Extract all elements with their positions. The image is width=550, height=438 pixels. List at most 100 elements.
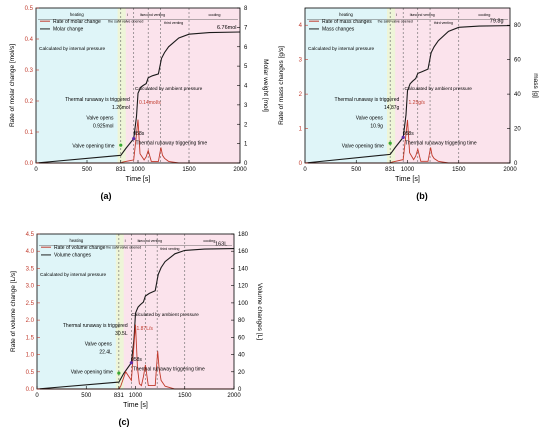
runaway-marker — [129, 361, 133, 365]
y-right-tick-label: 160 — [238, 249, 249, 255]
annotation-peak-rate: 0.14mol/s — [139, 100, 161, 106]
phase-label: heating — [70, 238, 84, 243]
y-right-tick-label: 40 — [514, 92, 521, 98]
annotation-final-value: 79.8g — [490, 19, 504, 25]
x-tick-label: 1500 — [452, 167, 466, 173]
x-axis-label: Time [s] — [395, 176, 420, 183]
phase-label: third venting — [434, 21, 453, 25]
x-tick-label: 1000 — [131, 167, 145, 173]
y-left-axis-label: Rate of molar change [mol/s] — [9, 44, 16, 127]
region-label-ambient: Calculated by ambient pressure — [135, 86, 203, 92]
runaway-marker — [132, 136, 136, 141]
x-axis-label: Time [s] — [126, 176, 151, 183]
x-tick-label: 1500 — [182, 167, 196, 173]
phase-label: II — [137, 239, 139, 243]
phase-label: cooling — [478, 13, 490, 17]
region-label-internal: Calculated by internal pressure — [40, 272, 106, 278]
annotation-runaway-value: 14.87g — [384, 105, 400, 111]
phase-label: second venting — [411, 13, 435, 17]
y-right-tick-label: 180 — [238, 232, 249, 238]
valve-open-marker — [119, 143, 123, 147]
y-left-tick-label: 2.5 — [26, 301, 35, 307]
y-right-tick-label: 2 — [244, 122, 248, 128]
annotations: 79.8g Thermal runaway is triggered 14.87g 1… — [335, 19, 504, 150]
annotation-runaway-time: 958s — [133, 131, 144, 137]
phase-label: heating — [70, 12, 84, 17]
region-valve-band — [387, 8, 396, 163]
annotation-peak-rate: 1.25g/s — [409, 100, 426, 106]
y-right-tick-label: 20 — [238, 370, 245, 376]
annotation-final-value: 6.76mol — [217, 25, 237, 31]
annotation-valve-opening-time: Valve opening time — [72, 144, 114, 150]
y-left-tick-label: 0.2 — [25, 99, 34, 105]
y-left-tick-label: 2.0 — [26, 318, 35, 324]
phase-label: the safe valve opened — [106, 246, 141, 250]
y-left-tick-label: 0.3 — [25, 68, 34, 74]
phase-label: II — [410, 13, 412, 17]
y-right-tick-label: 0 — [238, 387, 242, 393]
phase-label: second venting — [139, 239, 163, 243]
phase-label: second venting — [142, 13, 166, 17]
y-right-tick-label: 5 — [244, 64, 248, 70]
y-right-tick-label: 80 — [238, 318, 245, 324]
x-tick-label: 2000 — [503, 167, 517, 173]
x-tick-label: 0 — [303, 167, 307, 173]
x-tick-label: 1500 — [178, 393, 192, 399]
region-label-internal: Calculated by internal pressure — [39, 46, 105, 52]
x-tick-label: 0 — [34, 167, 38, 173]
phase-label: cooling — [203, 239, 215, 243]
region-label-internal: Calculated by internal pressure — [308, 46, 374, 52]
region-valve-band — [115, 234, 124, 389]
y-left-axis-label: Rate of mass changes [g/s] — [278, 46, 285, 125]
annotation-runaway-triggering-time: Thermal runaway triggering time — [405, 140, 477, 146]
y-left-tick-label: 0.5 — [26, 370, 35, 376]
runaway-marker — [401, 135, 405, 139]
annotation-runaway-value: 30.5L — [115, 331, 128, 337]
x-tick-label: 500 — [351, 167, 362, 173]
x-tick-label: 0 — [35, 393, 39, 399]
series-line-rate — [36, 119, 240, 164]
y-right-tick-label: 40 — [238, 353, 245, 359]
annotation-valve-value: 0.925mol — [93, 123, 114, 129]
phase-label: I — [127, 13, 128, 17]
series-line-rate — [37, 324, 234, 390]
region-internal-pressure — [305, 8, 391, 163]
y-left-tick-label: 0 — [299, 161, 303, 167]
y-right-tick-label: 80 — [514, 23, 521, 29]
annotation-runaway-triggering-time: Thermal runaway triggering time — [133, 366, 205, 372]
x-tick-label: 500 — [82, 167, 93, 173]
y-left-tick-label: 4.5 — [26, 232, 35, 238]
legend: Rate of volume change Volume changes — [41, 245, 106, 259]
legend-label-cumulative: Molar change — [53, 27, 84, 33]
y-right-tick-label: 7 — [244, 25, 248, 31]
annotation-valve-opens: Valve opens — [86, 116, 114, 122]
y-left-tick-label: 2 — [299, 92, 303, 98]
region-ambient-pressure — [118, 234, 234, 389]
annotation-valve-value: 10.9g — [370, 123, 383, 129]
annotation-runaway-time: 958s — [403, 131, 414, 137]
panel-caption: (b) — [416, 191, 428, 201]
y-right-tick-label: 120 — [238, 284, 249, 290]
y-right-tick-label: 60 — [238, 335, 245, 341]
phase-label: I — [396, 13, 397, 17]
y-right-tick-label: 140 — [238, 266, 249, 272]
x-axis-label: Time [s] — [123, 402, 148, 409]
region-valve-band — [117, 8, 126, 163]
annotation-runaway: Thermal runaway is triggered — [63, 323, 128, 329]
phase-label: I — [125, 239, 126, 243]
y-right-tick-label: 1 — [244, 142, 248, 148]
y-right-tick-label: 0 — [514, 161, 518, 167]
x-tick-label: 831 — [116, 167, 127, 173]
annotation-runaway-time: 958s — [131, 357, 142, 363]
valve-open-marker — [388, 141, 392, 145]
annotation-runaway-triggering-time: Thermal runaway triggering time — [135, 140, 207, 146]
y-left-tick-label: 0.0 — [26, 387, 35, 393]
legend: Rate of molar change Molar change — [40, 19, 101, 33]
legend-label-rate: Rate of mass changes — [322, 19, 372, 25]
legend: Rate of mass changes Mass changes — [309, 19, 372, 33]
x-tick-label: 831 — [385, 167, 396, 173]
region-label-ambient: Calculated by ambient pressure — [131, 312, 199, 318]
y-left-tick-label: 3.0 — [26, 284, 35, 290]
